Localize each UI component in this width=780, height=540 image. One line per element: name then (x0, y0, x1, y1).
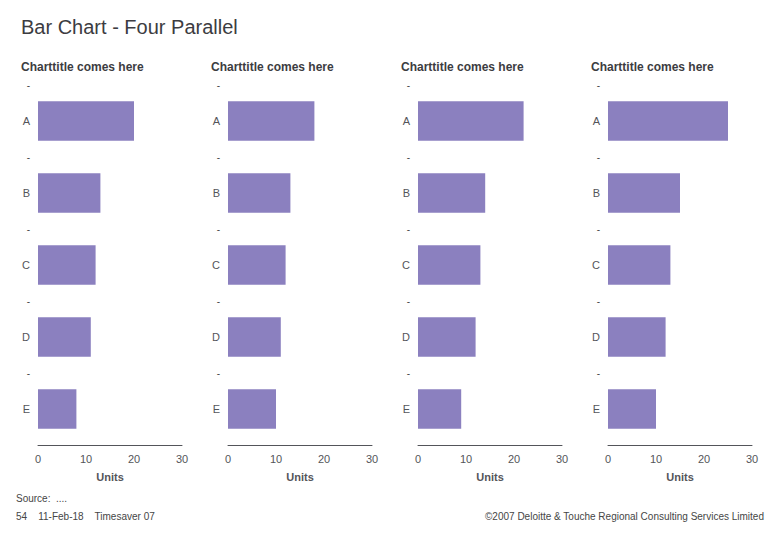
svg-text:E: E (23, 403, 30, 415)
svg-text:-: - (597, 152, 600, 163)
svg-text:A: A (593, 115, 601, 127)
svg-text:D: D (402, 331, 410, 343)
svg-text:-: - (407, 296, 410, 307)
svg-text:-: - (407, 368, 410, 379)
svg-text:30: 30 (176, 453, 188, 465)
svg-text:0: 0 (415, 453, 421, 465)
svg-text:Charttitle comes here: Charttitle comes here (211, 60, 334, 74)
svg-text:20: 20 (698, 453, 710, 465)
svg-text:-: - (217, 224, 220, 235)
svg-text:B: B (593, 187, 600, 199)
svg-text:-: - (217, 152, 220, 163)
svg-text:D: D (212, 331, 220, 343)
svg-text:Units: Units (476, 471, 504, 483)
svg-text:D: D (592, 331, 600, 343)
svg-text:20: 20 (128, 453, 140, 465)
svg-text:Units: Units (286, 471, 314, 483)
svg-text:0: 0 (225, 453, 231, 465)
svg-text:©2007 Deloitte & Touche Region: ©2007 Deloitte & Touche Regional Consult… (485, 511, 764, 522)
svg-text:Units: Units (96, 471, 124, 483)
svg-text:20: 20 (318, 453, 330, 465)
svg-text:Source: ....: Source: .... (16, 493, 67, 504)
svg-text:-: - (27, 80, 30, 91)
svg-text:-: - (597, 80, 600, 91)
svg-text:30: 30 (366, 453, 378, 465)
svg-text:-: - (27, 296, 30, 307)
svg-text:54 11-Feb-18 Timesaver 0: 54 11-Feb-18 Timesaver 07 (16, 511, 155, 522)
svg-text:E: E (593, 403, 600, 415)
svg-text:30: 30 (556, 453, 568, 465)
svg-text:0: 0 (35, 453, 41, 465)
svg-text:A: A (403, 115, 411, 127)
svg-text:D: D (22, 331, 30, 343)
svg-text:-: - (27, 224, 30, 235)
svg-text:20: 20 (508, 453, 520, 465)
svg-text:-: - (217, 80, 220, 91)
svg-text:B: B (23, 187, 30, 199)
svg-text:B: B (213, 187, 220, 199)
svg-text:Charttitle comes here: Charttitle comes here (591, 60, 714, 74)
svg-text:Units: Units (666, 471, 694, 483)
svg-text:Charttitle comes here: Charttitle comes here (21, 60, 144, 74)
svg-text:Bar Chart - Four Parallel: Bar Chart - Four Parallel (21, 16, 238, 38)
svg-text:-: - (597, 224, 600, 235)
svg-text:10: 10 (270, 453, 282, 465)
svg-text:10: 10 (460, 453, 472, 465)
svg-text:Charttitle comes here: Charttitle comes here (401, 60, 524, 74)
svg-text:10: 10 (80, 453, 92, 465)
svg-text:0: 0 (605, 453, 611, 465)
svg-text:-: - (407, 152, 410, 163)
svg-text:C: C (592, 259, 600, 271)
svg-text:10: 10 (650, 453, 662, 465)
svg-text:-: - (27, 152, 30, 163)
svg-text:-: - (27, 368, 30, 379)
svg-text:A: A (213, 115, 221, 127)
svg-text:E: E (213, 403, 220, 415)
svg-text:E: E (403, 403, 410, 415)
svg-text:C: C (22, 259, 30, 271)
svg-text:-: - (217, 296, 220, 307)
svg-text:-: - (407, 224, 410, 235)
svg-text:C: C (402, 259, 410, 271)
svg-text:C: C (212, 259, 220, 271)
svg-text:-: - (407, 80, 410, 91)
svg-text:-: - (217, 368, 220, 379)
svg-text:30: 30 (746, 453, 758, 465)
svg-text:A: A (23, 115, 31, 127)
svg-text:-: - (597, 368, 600, 379)
svg-text:B: B (403, 187, 410, 199)
svg-text:-: - (597, 296, 600, 307)
